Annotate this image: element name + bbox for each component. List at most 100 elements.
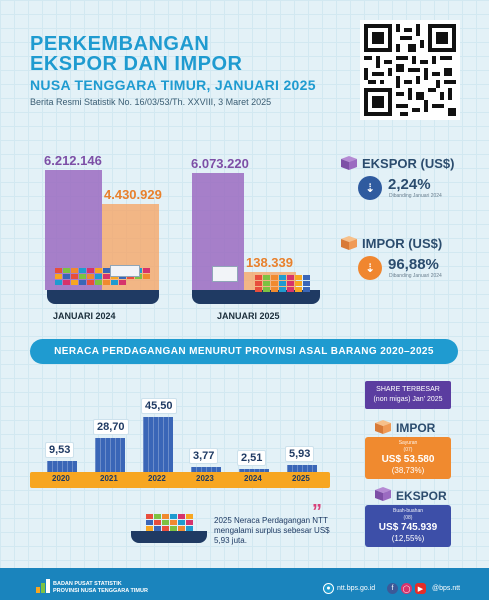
container-block — [95, 274, 102, 279]
container-block — [186, 526, 193, 531]
container-block — [170, 526, 177, 531]
container-block — [295, 275, 302, 280]
container-block — [295, 287, 302, 292]
container-block — [263, 287, 270, 292]
container-block — [279, 287, 286, 292]
share-import-box: Sayuran (07) US$ 53.580 (38,73%) — [365, 437, 451, 479]
container-block — [263, 281, 270, 286]
container-block — [87, 280, 94, 285]
container-block — [103, 274, 110, 279]
container-block — [303, 281, 310, 286]
container-block — [178, 514, 185, 519]
year-label-2020: 2020 — [52, 474, 70, 483]
container-block — [79, 274, 86, 279]
quote-mark-icon: ” — [312, 501, 322, 523]
share-heading-line1: SHARE TERBESAR — [376, 386, 440, 393]
container-block — [154, 526, 161, 531]
share-export-code: (08) — [403, 515, 413, 521]
import-value-2024: 4.430.929 — [104, 187, 162, 203]
share-heading-line2: (non migas) Jan' 2025 — [373, 396, 443, 403]
export-share-icon — [375, 487, 391, 501]
footer-website[interactable]: ntt.bps.go.id — [337, 585, 376, 592]
container-block — [63, 280, 70, 285]
share-export-box: Buah-buahan (08) US$ 745.939 (12,55%) — [365, 505, 451, 547]
container-block — [287, 287, 294, 292]
qr-code[interactable] — [360, 20, 460, 120]
trade-balance-value-2021: 28,70 — [93, 418, 129, 435]
import-down-chevron-icon: ⇣ — [358, 256, 382, 280]
trade-balance-bar-2024 — [239, 468, 269, 472]
cargo-ship-bottom — [131, 531, 207, 543]
period-label-2025: JANUARI 2025 — [217, 311, 280, 321]
instagram-icon[interactable]: ◯ — [401, 583, 412, 594]
facebook-icon[interactable]: f — [387, 583, 398, 594]
container-block — [146, 520, 153, 525]
export-container-icon — [341, 156, 357, 170]
year-label-2024: 2024 — [244, 474, 262, 483]
trade-balance-value-2023: 3,77 — [189, 448, 219, 465]
footer-org-line2: PROVINSI NUSA TENGGARA TIMUR — [53, 588, 148, 594]
import-change-value: 96,88% — [388, 256, 439, 273]
container-block — [162, 526, 169, 531]
container-block — [55, 280, 62, 285]
globe-icon[interactable]: ● — [323, 583, 334, 594]
container-block — [79, 280, 86, 285]
trade-balance-bar-2021 — [95, 437, 125, 472]
container-block — [146, 514, 153, 519]
footer-organization: BADAN PUSAT STATISTIK PROVINSI NUSA TENG… — [53, 581, 148, 595]
title-line-2: EKSPOR DAN IMPOR — [30, 53, 243, 75]
footer-handle[interactable]: @bps.ntt — [432, 585, 461, 592]
year-label-2022: 2022 — [148, 474, 166, 483]
year-axis — [30, 472, 330, 488]
bulletin-reference: Berita Resmi Statistik No. 16/03/53/Th. … — [30, 97, 272, 107]
container-block — [63, 268, 70, 273]
ship-bridge-2025 — [212, 266, 238, 282]
container-block — [71, 274, 78, 279]
container-block — [271, 281, 278, 286]
container-block — [162, 514, 169, 519]
containers-2025 — [255, 275, 315, 292]
trade-balance-banner: NERACA PERDAGANGAN MENURUT PROVINSI ASAL… — [30, 339, 458, 364]
share-import-commodity: Sayuran — [398, 440, 418, 446]
container-block — [103, 268, 110, 273]
export-change-note: Dibanding Januari 2024 — [389, 193, 442, 199]
container-block — [178, 520, 185, 525]
container-block — [287, 275, 294, 280]
youtube-icon[interactable]: ▶ — [415, 583, 426, 594]
import-container-icon — [341, 236, 357, 250]
share-import-value: US$ 53.580 — [381, 454, 435, 465]
share-import-title: IMPOR — [396, 421, 436, 435]
trade-balance-bar-2025 — [287, 464, 317, 472]
container-block — [186, 520, 193, 525]
export-value-2025: 6.073.220 — [191, 155, 249, 171]
share-export-pct: (12,55%) — [391, 534, 425, 543]
share-export-value: US$ 745.939 — [378, 522, 438, 533]
container-block — [295, 281, 302, 286]
containers-bottom — [146, 514, 196, 531]
qr-code-icon — [364, 24, 456, 116]
bps-logo-icon — [36, 579, 50, 593]
year-label-2025: 2025 — [292, 474, 310, 483]
container-block — [170, 520, 177, 525]
subtitle: NUSA TENGGARA TIMUR, JANUARI 2025 — [30, 77, 316, 93]
container-block — [55, 268, 62, 273]
container-block — [162, 520, 169, 525]
cargo-ship-2024 — [47, 290, 159, 304]
container-block — [87, 274, 94, 279]
export-down-chevron-icon: ⇣ — [358, 176, 382, 200]
trade-balance-value-2022: 45,50 — [141, 398, 177, 415]
ship-bridge-2024 — [110, 265, 140, 277]
trade-balance-bar-2020 — [47, 460, 77, 472]
container-block — [303, 275, 310, 280]
cargo-ship-2025 — [192, 290, 320, 304]
container-block — [279, 275, 286, 280]
container-block — [170, 514, 177, 519]
container-block — [186, 514, 193, 519]
trade-balance-bar-2023 — [191, 467, 221, 472]
period-label-2024: JANUARI 2024 — [53, 311, 116, 321]
container-block — [154, 520, 161, 525]
container-block — [255, 287, 262, 292]
container-block — [79, 268, 86, 273]
container-block — [178, 526, 185, 531]
container-block — [55, 274, 62, 279]
